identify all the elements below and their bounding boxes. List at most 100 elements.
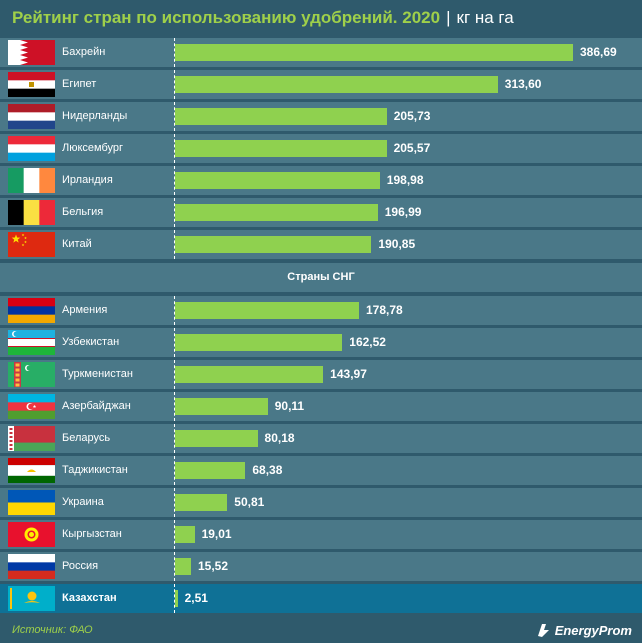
axis-line [174, 552, 175, 581]
category-label: Кыргызстан [62, 528, 122, 540]
bar-row: Египет 313,60 [0, 70, 642, 99]
group-header: Страны СНГ [0, 263, 642, 292]
axis-line [174, 584, 175, 613]
value-label: 313,60 [504, 77, 542, 91]
category-label: Россия [62, 560, 99, 572]
axis-line [174, 328, 175, 357]
value-label: 162,52 [349, 335, 386, 349]
axis-line [174, 488, 175, 517]
category-label: Бельгия [62, 206, 104, 218]
bar-row: Таджикистан 68,38 [0, 456, 642, 485]
axis-line [174, 392, 175, 421]
axis-line [174, 38, 175, 67]
bar [175, 366, 324, 383]
chart-title: Рейтинг стран по использованию удобрений… [12, 8, 514, 28]
ireland-flag-icon [8, 168, 55, 193]
bar [175, 462, 246, 479]
kazakhstan-flag-icon [8, 586, 55, 611]
axis-line [174, 70, 175, 99]
category-label: Беларусь [62, 432, 111, 444]
russia-flag-icon [8, 554, 55, 579]
armenia-flag-icon [8, 298, 55, 323]
bar [175, 204, 378, 221]
axis-line [174, 456, 175, 485]
belarus-flag-icon [8, 426, 55, 451]
bar [175, 236, 372, 253]
bar-row: Китай 190,85 [0, 230, 642, 259]
bar-row: Бахрейн 386,69 [0, 38, 642, 67]
egypt-flag-icon [8, 72, 55, 97]
category-label: Китай [62, 238, 92, 250]
axis-line [174, 134, 175, 163]
bar [175, 140, 387, 157]
value-label: 178,78 [366, 303, 403, 317]
turkmenistan-flag-icon [8, 362, 55, 387]
value-label: 15,52 [197, 559, 228, 573]
bar-row: Нидерланды 205,73 [0, 102, 642, 131]
value-label: 386,69 [580, 45, 617, 59]
bar-row: Армения 178,78 [0, 296, 642, 325]
bar [175, 494, 228, 511]
bar-row: Ирландия 198,98 [0, 166, 642, 195]
bar [175, 430, 258, 447]
bar [175, 526, 195, 543]
bar-row: Бельгия 196,99 [0, 198, 642, 227]
source-label: Источник: ФАО [12, 624, 93, 636]
bar [175, 398, 268, 415]
category-label: Армения [62, 304, 108, 316]
axis-line [174, 166, 175, 195]
category-label: Люксембург [62, 142, 124, 154]
value-label: 143,97 [330, 367, 367, 381]
bar [175, 108, 387, 125]
bar-row: Беларусь 80,18 [0, 424, 642, 453]
brand-name: EnergyProm [554, 623, 632, 638]
category-label: Украина [62, 496, 104, 508]
category-label: Казахстан [62, 592, 117, 604]
category-label: Азербайджан [62, 400, 131, 412]
category-label: Ирландия [62, 174, 113, 186]
value-label: 2,51 [184, 591, 208, 605]
china-flag-icon [8, 232, 55, 257]
title-separator: | [446, 8, 451, 27]
category-label: Туркменистан [62, 368, 133, 380]
luxembourg-flag-icon [8, 136, 55, 161]
bar-row: Люксембург 205,57 [0, 134, 642, 163]
value-label: 19,01 [201, 527, 232, 541]
axis-line [174, 102, 175, 131]
value-label: 50,81 [234, 495, 265, 509]
category-label: Египет [62, 78, 97, 90]
axis-line [174, 198, 175, 227]
belgium-flag-icon [8, 200, 55, 225]
bar-row: Казахстан 2,51 [0, 584, 642, 613]
bar-row: Азербайджан 90,11 [0, 392, 642, 421]
energyprom-logo-icon [537, 624, 549, 637]
bar [175, 172, 380, 189]
axis-line [174, 230, 175, 259]
axis-line [174, 360, 175, 389]
bar-row: Украина 50,81 [0, 488, 642, 517]
bar-row: Россия 15,52 [0, 552, 642, 581]
bar [175, 302, 359, 319]
brand-logo: EnergyProm [536, 622, 632, 638]
kyrgyzstan-flag-icon [8, 522, 55, 547]
value-label: 90,11 [274, 399, 305, 413]
azerbaijan-flag-icon [8, 394, 55, 419]
category-label: Бахрейн [62, 46, 106, 58]
value-label: 196,99 [384, 205, 422, 219]
value-label: 80,18 [264, 431, 295, 445]
value-label: 205,57 [393, 141, 431, 155]
bar [175, 590, 178, 607]
value-label: 198,98 [386, 173, 424, 187]
uzbekistan-flag-icon [8, 330, 55, 355]
value-label: 205,73 [393, 109, 431, 123]
bar [175, 558, 191, 575]
bar [175, 334, 343, 351]
bar-row: Узбекистан 162,52 [0, 328, 642, 357]
bar-row: Кыргызстан 19,01 [0, 520, 642, 549]
netherlands-flag-icon [8, 104, 55, 129]
axis-line [174, 520, 175, 549]
bahrain-flag-icon [8, 40, 55, 65]
value-label: 190,85 [378, 237, 416, 251]
value-label: 68,38 [252, 463, 283, 477]
ukraine-flag-icon [8, 490, 55, 515]
